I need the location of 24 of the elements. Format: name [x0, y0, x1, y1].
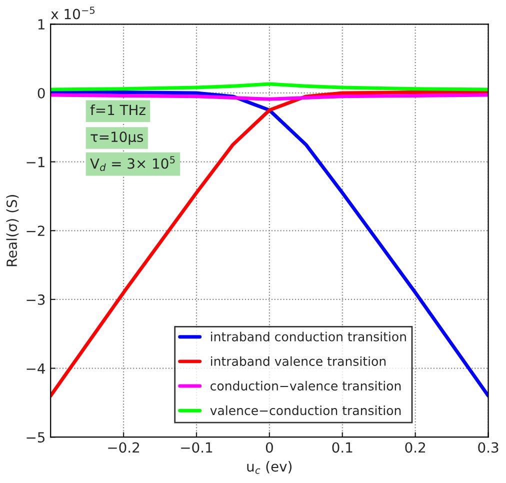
- x-tick-label: 0: [266, 442, 273, 453]
- x-axis-title: u$_{c}$ (ev): [247, 460, 292, 474]
- text: x 10$^{−5}$: [51, 6, 95, 20]
- y-tick-label: 1: [38, 19, 44, 30]
- y-axis-title: Real(σ) (S): [6, 195, 19, 266]
- y-tick-label: −2: [26, 226, 44, 236]
- x-tick-label: 0.3: [478, 442, 498, 453]
- y-tick-label: −1: [26, 156, 44, 168]
- x-tick-label: −0.1: [181, 442, 212, 453]
- annotation: τ=10μs: [90, 132, 144, 145]
- legend-label: intraband conduction transition: [211, 332, 406, 342]
- line-series: [50, 90, 488, 398]
- y-tick-label: 0: [38, 88, 45, 98]
- legend-label: conduction−valence transition: [210, 380, 401, 391]
- x-tick-label: 0.2: [405, 442, 425, 453]
- y-tick-label: −4: [26, 363, 45, 374]
- y-tick-label: −3: [26, 294, 45, 305]
- x-tick-label: −0.2: [108, 442, 140, 453]
- legend-label: intraband valence transition: [211, 356, 386, 366]
- x-tick-label: 0.1: [332, 442, 352, 453]
- y-tick-label: −5: [26, 432, 45, 443]
- legend-label: valence−conduction transition: [210, 406, 401, 416]
- annotation: V$_{d}$ = 3× 10$^{5}$: [90, 156, 175, 172]
- annotation: f=1 THz: [90, 104, 146, 115]
